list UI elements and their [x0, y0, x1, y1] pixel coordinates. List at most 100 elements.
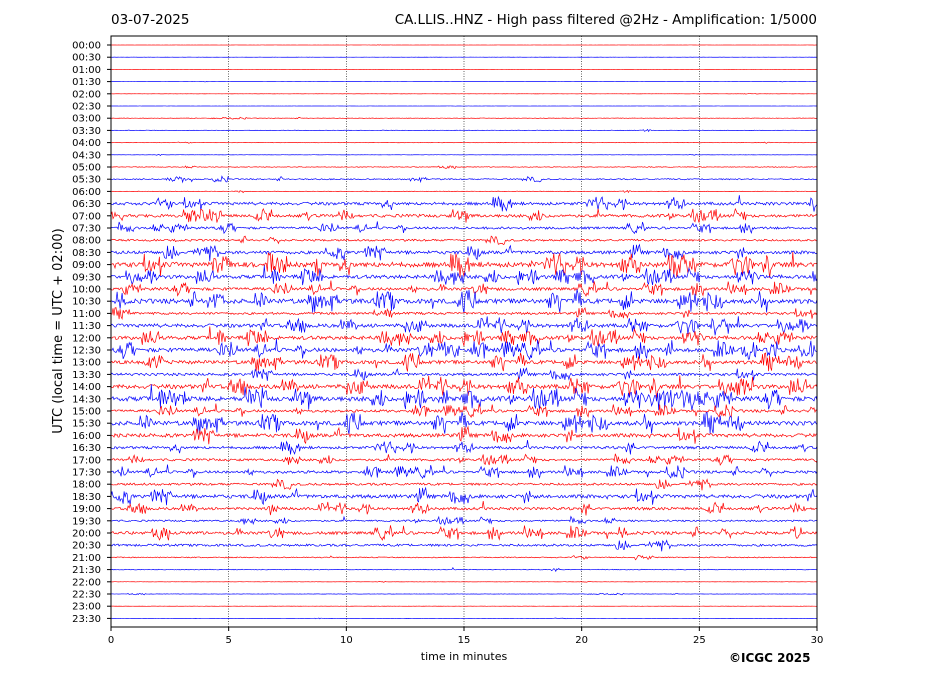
y-tick-label: 14:30: [72, 394, 101, 405]
seismic-trace: [110, 235, 818, 246]
trace-layer: [110, 44, 818, 620]
y-tick-label: 10:00: [72, 285, 101, 296]
seismic-trace: [110, 265, 818, 286]
x-tick-labels: 0 5 10 15 20 25 30: [108, 627, 824, 646]
x-tick-label: 10: [340, 635, 353, 646]
y-tick-label: 20:30: [72, 541, 101, 552]
seismic-trace: [110, 515, 818, 526]
y-tick-label: 03:30: [72, 126, 101, 137]
seismic-trace: [110, 289, 818, 314]
plot-border: [110, 35, 818, 628]
seismic-trace: [110, 175, 818, 184]
y-tick-label: 12:30: [72, 346, 101, 357]
y-tick-label: 02:00: [72, 89, 101, 100]
seismic-trace: [110, 411, 818, 435]
seismic-trace: [110, 440, 818, 455]
y-tick-label: 08:30: [72, 248, 101, 259]
seismic-trace: [110, 525, 818, 541]
y-tick-label: 09:30: [72, 272, 101, 283]
y-tick-label: 15:00: [72, 407, 101, 418]
seismic-trace: [110, 384, 818, 411]
seismic-trace: [110, 580, 817, 583]
seismic-trace: [110, 617, 818, 620]
y-tick-label: 06:30: [72, 199, 101, 210]
y-tick-label: 01:30: [72, 77, 101, 88]
seismic-trace: [110, 326, 818, 347]
seismic-trace: [110, 243, 818, 262]
y-tick-label: 18:30: [72, 492, 101, 503]
y-tick-label: 04:00: [72, 138, 101, 149]
y-tick-label: 06:00: [72, 187, 101, 198]
y-tick-label: 14:00: [72, 382, 101, 393]
y-tick-label: 22:00: [72, 577, 101, 588]
y-tick-label: 12:00: [72, 333, 101, 344]
y-tick-label: 08:00: [72, 236, 101, 247]
seismic-trace: [110, 453, 818, 466]
y-tick-label: 21:00: [72, 553, 101, 564]
x-tick-label: 25: [693, 635, 706, 646]
y-tick-label: 17:00: [72, 455, 101, 466]
y-tick-label: 23:00: [72, 602, 101, 613]
y-tick-label: 16:30: [72, 443, 101, 454]
y-tick-label: 05:00: [72, 163, 101, 174]
y-tick-label: 16:00: [72, 431, 101, 442]
y-tick-label: 09:00: [72, 260, 101, 271]
y-tick-label: 21:30: [72, 565, 101, 576]
seismic-trace: [110, 307, 818, 321]
y-tick-label: 00:30: [72, 53, 101, 64]
seismic-trace: [110, 207, 818, 223]
y-tick-label: 07:30: [72, 224, 101, 235]
y-tick-label: 04:30: [72, 150, 101, 161]
y-tick-label: 17:30: [72, 468, 101, 479]
seismic-trace: [110, 403, 818, 419]
seismic-trace: [110, 501, 818, 516]
seismic-trace: [110, 375, 818, 399]
y-axis-title: UTC (local time = UTC + 02:00): [51, 228, 66, 433]
y-tick-label: 00:00: [72, 41, 101, 52]
seismic-trace: [110, 141, 818, 144]
seismic-trace: [110, 280, 818, 297]
x-tick-label: 30: [811, 635, 824, 646]
grid-layer: [228, 36, 700, 627]
seismic-trace: [110, 316, 818, 336]
seismic-trace: [110, 592, 818, 596]
date-label: 03-07-2025: [111, 12, 190, 28]
y-tick-label: 22:30: [72, 590, 101, 601]
seismic-trace: [110, 486, 818, 506]
copyright-label: ©ICGC 2025: [729, 651, 811, 665]
seismic-trace: [110, 221, 818, 235]
y-tick-label: 02:30: [72, 102, 101, 113]
seismic-trace: [110, 367, 818, 381]
y-tick-label: 11:30: [72, 321, 101, 332]
seismic-trace: [110, 165, 818, 170]
y-tick-label: 13:00: [72, 358, 101, 369]
seismic-trace: [110, 116, 818, 120]
seismic-trace: [110, 464, 818, 479]
seismic-trace: [110, 338, 818, 361]
y-tick-label: 19:30: [72, 516, 101, 527]
y-tick-label: 13:30: [72, 370, 101, 381]
seismic-trace: [110, 425, 818, 445]
y-tick-label: 23:30: [72, 614, 101, 625]
x-tick-label: 5: [225, 635, 231, 646]
seismic-trace: [110, 128, 818, 133]
y-tick-label: 20:00: [72, 529, 101, 540]
seismic-trace: [110, 81, 818, 83]
seismic-trace: [110, 567, 818, 573]
y-tick-label: 15:30: [72, 419, 101, 430]
chart-title: CA.LLIS..HNZ - High pass filtered @2Hz -…: [394, 12, 817, 28]
seismic-trace: [110, 478, 818, 491]
seismic-trace: [110, 189, 818, 194]
x-tick-label: 0: [108, 635, 114, 646]
seismic-trace: [110, 153, 818, 156]
x-tick-label: 15: [458, 635, 471, 646]
y-tick-label: 07:00: [72, 211, 101, 222]
y-tick-label: 03:00: [72, 114, 101, 125]
y-tick-label: 11:00: [72, 309, 101, 320]
y-tick-label: 05:30: [72, 175, 101, 186]
seismic-trace: [110, 195, 818, 212]
y-tick-label: 19:00: [72, 504, 101, 515]
